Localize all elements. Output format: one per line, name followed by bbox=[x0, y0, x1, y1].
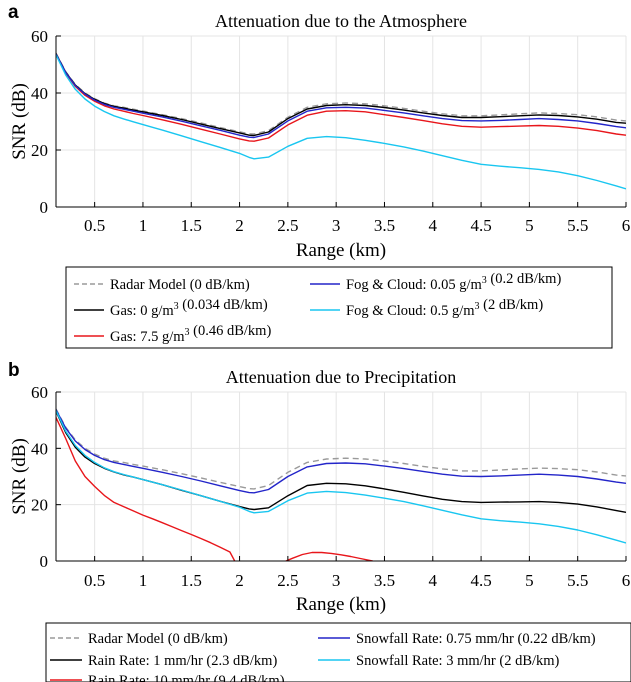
chart-panel-b: b Attenuation due to Precipitation 0.5 1 1.5… bbox=[8, 360, 631, 682]
legend-label: Rain Rate: 10 mm/hr (9.4 dB/km) bbox=[88, 673, 285, 682]
y-tick-label: 40 bbox=[31, 439, 48, 458]
x-tick-label: 3.5 bbox=[374, 571, 395, 590]
x-tick-label: 1 bbox=[139, 216, 148, 235]
series-line-1 bbox=[56, 410, 626, 513]
legend-label: Fog & Cloud: 0.5 g/m3 (2 dB/km) bbox=[346, 297, 543, 319]
x-tick-label: 4 bbox=[429, 571, 438, 590]
legend-label-part: (0.034 dB/km) bbox=[179, 297, 268, 313]
x-tick-label: 6 bbox=[622, 216, 631, 235]
legend-label: Radar Model (0 dB/km) bbox=[88, 631, 228, 647]
x-tick-label: 4.5 bbox=[470, 571, 491, 590]
superscript-3: 3 bbox=[185, 327, 190, 338]
series-line-2 bbox=[56, 417, 374, 561]
grid bbox=[56, 391, 627, 562]
x-tick-label: 2 bbox=[235, 571, 244, 590]
plot-area bbox=[56, 52, 626, 190]
y-tick-label: 60 bbox=[31, 383, 48, 402]
plot-area bbox=[56, 408, 626, 561]
legend-label-part: (0.2 dB/km) bbox=[487, 271, 562, 287]
superscript-3: 3 bbox=[482, 275, 487, 286]
series-line-1 bbox=[56, 53, 626, 137]
x-tick-label: 1 bbox=[139, 571, 148, 590]
legend-label-part: Gas: 7.5 g/m bbox=[110, 329, 185, 345]
legend-label-part: (2 dB/km) bbox=[480, 297, 544, 313]
x-tick-label: 6 bbox=[622, 571, 631, 590]
y-axis-label: SNR (dB) bbox=[9, 438, 30, 515]
legend-label: Snowfall Rate: 0.75 mm/hr (0.22 dB/km) bbox=[356, 631, 596, 647]
x-tick-label: 3 bbox=[332, 571, 341, 590]
legend: Radar Model (0 dB/km) Fog & Cloud: 0.05 g… bbox=[65, 266, 613, 349]
legend-label-part: Radar Model (0 dB/km) bbox=[110, 277, 250, 293]
x-tick-label: 5.5 bbox=[567, 571, 588, 590]
chart-panel-a: a Attenuation due to the Atmosphere 0.5 1 1.… bbox=[8, 2, 631, 349]
legend-box bbox=[65, 266, 613, 349]
superscript-3: 3 bbox=[174, 301, 179, 312]
y-tick-label: 0 bbox=[40, 552, 49, 571]
series-line-3 bbox=[56, 409, 626, 494]
y-tick-label: 60 bbox=[31, 27, 48, 46]
x-tick-label: 1.5 bbox=[181, 571, 202, 590]
x-axis-label: Range (km) bbox=[296, 594, 386, 615]
legend-label: Gas: 7.5 g/m3 (0.46 dB/km) bbox=[110, 323, 271, 345]
legend-label-part: Radar Model (0 dB/km) bbox=[88, 631, 228, 647]
series-line-2 bbox=[56, 53, 626, 142]
panel-letter: a bbox=[8, 2, 19, 23]
legend-label-part: Rain Rate: 1 mm/hr (2.3 dB/km) bbox=[88, 653, 277, 669]
x-tick-label: 3.5 bbox=[374, 216, 395, 235]
superscript-3: 3 bbox=[475, 301, 480, 312]
legend-label: Fog & Cloud: 0.05 g/m3 (0.2 dB/km) bbox=[346, 271, 561, 293]
legend-label: Radar Model (0 dB/km) bbox=[110, 277, 250, 293]
legend-label-part: Snowfall Rate: 3 mm/hr (2 dB/km) bbox=[356, 653, 560, 669]
y-tick-label: 0 bbox=[40, 198, 49, 217]
x-tick-label: 1.5 bbox=[181, 216, 202, 235]
x-tick-label: 0.5 bbox=[84, 216, 105, 235]
chart-title: Attenuation due to Precipitation bbox=[226, 367, 456, 387]
legend-label-part: Fog & Cloud: 0.05 g/m bbox=[346, 277, 482, 293]
y-tick-label: 20 bbox=[31, 496, 48, 515]
x-tick-label: 2.5 bbox=[277, 571, 298, 590]
x-tick-label: 0.5 bbox=[84, 571, 105, 590]
series-line-4 bbox=[56, 54, 626, 190]
x-tick-label: 5 bbox=[525, 571, 534, 590]
x-tick-label: 4 bbox=[429, 216, 438, 235]
x-tick-label: 5 bbox=[525, 216, 534, 235]
x-tick-label: 4.5 bbox=[470, 216, 491, 235]
legend-label-part: (0.46 dB/km) bbox=[190, 323, 272, 339]
x-tick-label: 2.5 bbox=[277, 216, 298, 235]
y-axis-label: SNR (dB) bbox=[9, 83, 30, 160]
x-axis-label: Range (km) bbox=[296, 240, 386, 261]
x-tick-label: 3 bbox=[332, 216, 341, 235]
legend-label-part: Fog & Cloud: 0.5 g/m bbox=[346, 303, 475, 319]
panel-letter: b bbox=[8, 360, 20, 381]
legend-label-part: Rain Rate: 10 mm/hr (9.4 dB/km) bbox=[88, 673, 285, 682]
legend-label: Snowfall Rate: 3 mm/hr (2 dB/km) bbox=[356, 653, 560, 669]
y-tick-label: 40 bbox=[31, 84, 48, 103]
y-tick-label: 20 bbox=[31, 141, 48, 160]
series-line-0 bbox=[56, 52, 626, 135]
legend-label: Rain Rate: 1 mm/hr (2.3 dB/km) bbox=[88, 653, 277, 669]
series-line-3 bbox=[56, 53, 626, 139]
series-line-0 bbox=[56, 408, 626, 490]
legend-label: Gas: 0 g/m3 (0.034 dB/km) bbox=[110, 297, 268, 319]
series-line-4 bbox=[56, 410, 626, 544]
legend-box bbox=[45, 622, 631, 682]
chart-title: Attenuation due to the Atmosphere bbox=[215, 11, 467, 31]
legend: Radar Model (0 dB/km) Snowfall Rate: 0.75… bbox=[45, 622, 631, 682]
legend-label-part: Gas: 0 g/m bbox=[110, 303, 174, 319]
x-tick-label: 2 bbox=[235, 216, 244, 235]
legend-label-part: Snowfall Rate: 0.75 mm/hr (0.22 dB/km) bbox=[356, 631, 596, 647]
grid bbox=[56, 35, 627, 208]
x-tick-label: 5.5 bbox=[567, 216, 588, 235]
